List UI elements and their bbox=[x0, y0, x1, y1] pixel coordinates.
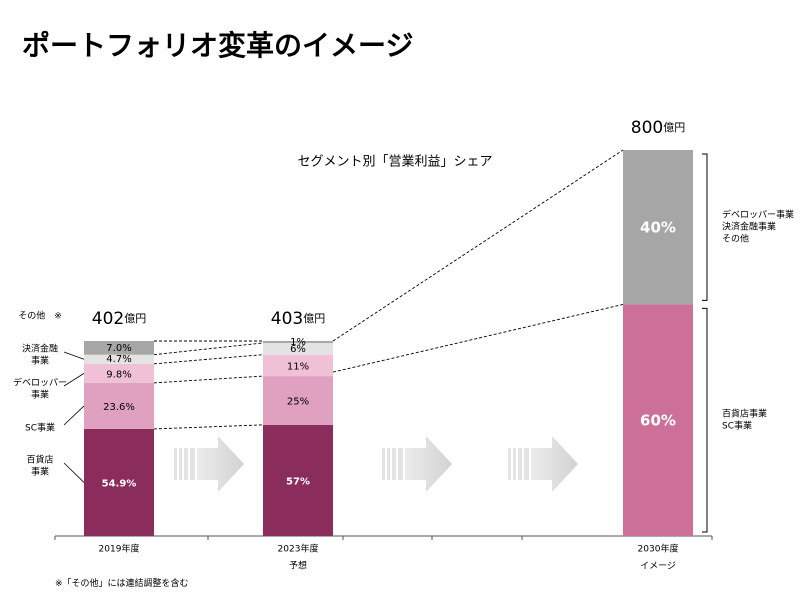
connector-line bbox=[153, 342, 264, 356]
bar-segment bbox=[263, 342, 333, 355]
bar-segment bbox=[623, 304, 693, 536]
data-label: 4.7% bbox=[106, 354, 131, 365]
bar-segment bbox=[84, 354, 154, 364]
legend-label: SC事業 bbox=[25, 422, 55, 434]
footnote: ※「その他」には連結調整を含む bbox=[55, 579, 189, 589]
category-label: 2019年度 bbox=[99, 543, 140, 555]
category-label: 2023年度 bbox=[278, 543, 319, 555]
bracket bbox=[702, 307, 708, 533]
bracket-label: SC事業 bbox=[722, 420, 752, 432]
data-label: 54.9% bbox=[102, 478, 137, 489]
bracket-label: 百貨店事業 bbox=[722, 408, 767, 420]
legend-leader-line bbox=[63, 462, 85, 483]
data-label: 25% bbox=[287, 396, 309, 407]
total-unit: 億円 bbox=[303, 312, 325, 325]
data-label: 57% bbox=[286, 476, 310, 487]
bar-segment bbox=[84, 428, 154, 536]
bar-segment bbox=[84, 341, 154, 355]
total-label: 403億円 bbox=[271, 309, 325, 329]
legend-leader-line bbox=[63, 373, 85, 387]
category-label: 2030年度 bbox=[638, 543, 679, 555]
progress-arrow-icon bbox=[382, 436, 452, 492]
data-label: 9.8% bbox=[106, 369, 131, 380]
bracket bbox=[702, 153, 708, 301]
bar-segment bbox=[263, 376, 333, 425]
data-label: 1% bbox=[290, 337, 306, 348]
bar-segment bbox=[84, 363, 154, 383]
chart-subtitle: セグメント別「営業利益」シェア bbox=[297, 154, 492, 170]
progress-arrow-icon bbox=[174, 436, 244, 492]
total-label: 402億円 bbox=[92, 309, 146, 329]
legend-label: その他 ※ bbox=[18, 310, 62, 322]
data-label: 40% bbox=[640, 219, 676, 237]
connector-line bbox=[332, 303, 624, 373]
page-title: ポートフォリオ変革のイメージ bbox=[22, 29, 414, 62]
data-label: 11% bbox=[287, 361, 309, 372]
legend-label: 百貨店 bbox=[26, 454, 53, 466]
data-label: 6% bbox=[290, 344, 306, 355]
bar-segment bbox=[263, 424, 333, 536]
total-value: 402 bbox=[92, 309, 124, 329]
legend-label: デベロッパー bbox=[13, 377, 67, 389]
total-unit: 億円 bbox=[663, 121, 685, 134]
bracket-label: 決済金融事業 bbox=[722, 221, 776, 233]
legend-label: 事業 bbox=[31, 355, 49, 367]
total-unit: 億円 bbox=[124, 312, 146, 325]
connector-line bbox=[153, 375, 264, 384]
bracket-label: その他 bbox=[722, 233, 749, 245]
legend-label: 事業 bbox=[31, 466, 49, 478]
bar-segment bbox=[84, 382, 154, 429]
total-value: 800 bbox=[631, 118, 663, 138]
data-label: 7.0% bbox=[106, 343, 131, 354]
bracket-label: デベロッパー事業 bbox=[722, 209, 794, 221]
connector-line bbox=[153, 424, 264, 430]
legend-label: 事業 bbox=[31, 389, 49, 401]
legend-label: 決済金融 bbox=[22, 343, 58, 355]
total-label: 800億円 bbox=[631, 118, 685, 138]
legend-leader-line bbox=[63, 351, 85, 360]
category-sublabel: イメージ bbox=[640, 562, 676, 572]
bar-segment bbox=[263, 354, 333, 377]
bar-segment bbox=[623, 150, 693, 305]
data-label: 23.6% bbox=[103, 402, 135, 413]
category-sublabel: 予想 bbox=[289, 560, 307, 572]
bar-segment bbox=[263, 341, 333, 343]
progress-arrow-icon bbox=[508, 436, 578, 492]
connector-line bbox=[153, 354, 264, 365]
total-value: 403 bbox=[271, 309, 303, 329]
data-label: 60% bbox=[640, 412, 676, 430]
legend-leader-line bbox=[63, 405, 85, 426]
connector-line bbox=[332, 149, 624, 342]
